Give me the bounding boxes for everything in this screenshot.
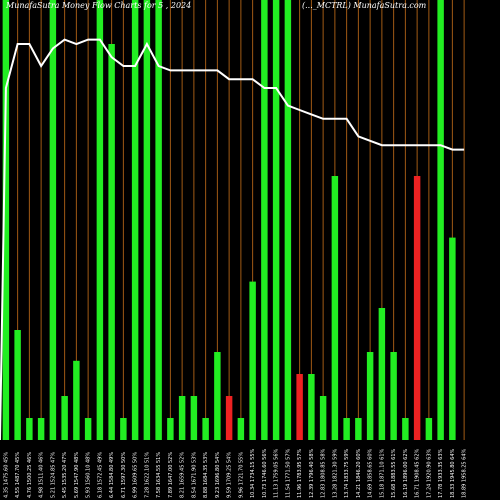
bar [402,418,409,440]
x-tick-label: 7.89 1647.00 52% [168,452,174,498]
x-tick-label: 6.44 1584.80 49% [109,452,115,498]
bar [61,396,68,440]
bar-series [2,0,456,440]
bar [378,308,386,440]
bar [73,360,80,440]
bar [120,418,127,440]
x-tick-label: 11.13 1759.05 56% [274,448,280,498]
bar [343,418,350,440]
bar [214,352,221,440]
x-tick-label: 14.69 1858.65 60% [368,448,374,498]
x-tick-label: 6.18 1572.45 49% [97,452,103,498]
x-tick-label: 9.23 1696.80 54% [215,452,221,498]
bar [355,418,362,440]
x-tick-label: 13.74 1833.75 59% [344,448,350,498]
bar [14,330,21,440]
bar [319,396,327,440]
bar [249,281,256,440]
x-tick-label: 6.99 1609.65 50% [133,452,139,498]
x-tick-label: 8.54 1671.90 53% [191,452,197,498]
x-tick-label: 7.28 1622.10 51% [144,452,150,498]
bar [425,418,433,440]
bar [284,0,292,440]
x-tick-labels: 4.35 1475.60 45% 4.55 1487.70 45% 4.76 150… [3,448,467,498]
x-tick-label: 9.59 1709.25 54% [227,452,233,498]
x-tick-label: 4.55 1487.70 45% [15,452,21,498]
x-tick-label: 18.33 1945.80 64% [450,448,456,498]
bar [261,0,268,440]
bar [155,0,162,440]
x-tick-label: 8.21 1659.45 52% [180,452,186,498]
x-tick-label: 11.54 1771.50 57% [285,448,291,498]
bar [49,0,57,440]
x-tick-label: 12.39 1796.40 58% [309,448,315,498]
x-tick-label: 5.93 1560.10 48% [86,452,92,498]
bar [26,418,33,440]
x-tick-label: 4.35 1475.60 45% [3,452,9,498]
x-tick-label: 16.19 1896.00 62% [403,448,409,498]
x-tick-label: 10.34 1734.15 55% [250,448,256,498]
x-tick-label: 14.21 1846.20 60% [356,448,362,498]
price-line [0,38,465,441]
x-tick-label: 5.21 1524.85 47% [50,452,56,498]
x-tick-label: 5.69 1547.90 48% [74,452,80,498]
bar [202,418,209,440]
bar [108,44,115,440]
bar [449,237,456,440]
bar [2,0,10,440]
chart-title-right: (..._MCTRL) MunafaSutra.com [302,1,427,10]
bar [37,418,45,440]
x-tick-label: 17.78 1933.35 63% [438,448,444,498]
x-tick-label: 9.96 1721.70 55% [238,452,244,498]
bar [143,0,151,440]
x-tick-label: 7.58 1634.55 51% [156,452,162,498]
x-tick-label: 5.45 1535.20 47% [62,452,68,498]
bar [167,418,174,440]
bar [437,0,444,440]
x-tick-label: 15.18 1871.10 61% [379,448,385,498]
chart-title-left: MunafaSutra Money Flow Charts for 5 , 20… [5,1,191,10]
x-tick-label: 10.73 1746.60 56% [262,448,268,498]
x-tick-label: 18.89 1958.25 64% [462,448,468,498]
bar [96,0,104,440]
x-tick-label: 4.98 1511.40 46% [39,452,45,498]
x-tick-label: 11.96 1783.95 57% [297,448,303,498]
x-tick-label: 15.68 1883.55 61% [391,448,397,498]
x-tick-label: 17.24 1920.90 63% [426,448,432,498]
bar [272,0,280,440]
x-tick-label: 13.28 1821.30 59% [332,448,338,498]
bar [84,418,92,440]
price-line-layer [0,38,465,441]
bar [390,352,397,440]
bar [366,352,374,440]
x-tick-label: 16.71 1908.45 62% [415,448,421,498]
bar [331,176,339,440]
bar [308,374,315,440]
bar [190,396,198,440]
bar [131,0,139,440]
x-tick-label: 4.76 1500.25 46% [27,452,33,498]
bar [178,396,186,440]
bar [237,418,245,440]
bar [225,396,233,440]
x-tick-label: 12.83 1808.85 58% [321,448,327,498]
x-tick-label: 6.71 1597.30 50% [121,452,127,498]
x-tick-label: 8.88 1684.35 53% [203,452,209,498]
bar [413,176,421,440]
bar [296,374,303,440]
